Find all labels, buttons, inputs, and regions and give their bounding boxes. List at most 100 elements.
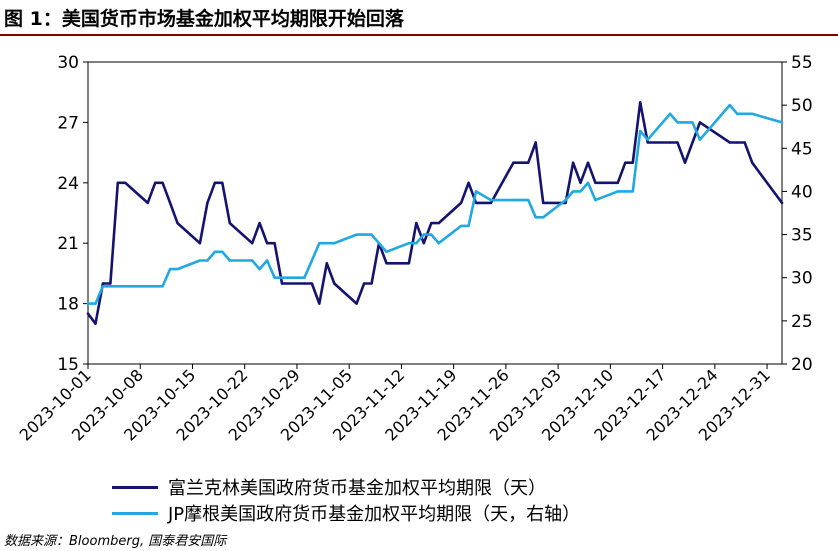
data-point-franklin — [86, 312, 90, 315]
data-point-franklin — [176, 221, 179, 225]
data-point-jpmorgan — [168, 267, 172, 271]
data-point-jpmorgan — [743, 112, 746, 116]
data-point-franklin — [213, 181, 217, 184]
data-point-jpmorgan — [467, 224, 470, 228]
data-point-jpmorgan — [646, 138, 649, 141]
data-point-jpmorgan — [616, 190, 619, 193]
data-point-franklin — [221, 181, 224, 184]
data-point-jpmorgan — [624, 190, 627, 193]
data-point-jpmorgan — [377, 242, 381, 245]
data-point-franklin — [362, 282, 366, 285]
data-point-jpmorgan — [213, 250, 217, 253]
data-point-franklin — [728, 141, 731, 144]
data-point-franklin — [168, 201, 172, 205]
data-point-franklin — [467, 181, 470, 184]
data-point-franklin — [273, 242, 276, 245]
data-point-franklin — [459, 201, 463, 205]
data-point-franklin — [743, 141, 746, 144]
data-point-franklin — [646, 141, 649, 144]
data-point-jpmorgan — [221, 250, 224, 253]
data-point-franklin — [571, 161, 575, 164]
data-point-jpmorgan — [86, 302, 90, 305]
y-right-tick-label: 35 — [791, 226, 813, 246]
data-point-franklin — [407, 262, 411, 265]
data-point-franklin — [154, 181, 157, 184]
data-point-jpmorgan — [691, 121, 694, 124]
data-point-jpmorgan — [146, 285, 149, 288]
data-point-franklin — [639, 101, 642, 104]
data-point-jpmorgan — [542, 216, 545, 219]
data-point-jpmorgan — [333, 242, 336, 245]
data-point-jpmorgan — [698, 138, 702, 141]
y-right-tick-label: 20 — [791, 355, 813, 375]
data-point-jpmorgan — [519, 198, 522, 202]
y-left-tick-label: 27 — [57, 113, 79, 133]
data-point-franklin — [489, 201, 493, 205]
data-point-jpmorgan — [415, 242, 418, 245]
data-point-franklin — [736, 141, 739, 144]
data-point-jpmorgan — [780, 121, 784, 124]
data-source: 数据来源：Bloomberg, 国泰君安国际 — [4, 534, 227, 549]
data-point-franklin — [415, 221, 418, 225]
legend-item-franklin: 富兰克林美国政府货币基金加权平均期限（天） — [112, 474, 580, 500]
data-point-jpmorgan — [407, 242, 411, 245]
plot-frame — [87, 61, 783, 365]
data-point-jpmorgan — [668, 112, 672, 116]
data-point-jpmorgan — [631, 190, 634, 193]
data-point-jpmorgan — [683, 121, 687, 124]
legend-swatch-jpmorgan — [112, 511, 158, 515]
title-underline — [0, 34, 838, 36]
y-left-tick-label: 18 — [57, 295, 79, 315]
data-point-jpmorgan — [280, 276, 284, 279]
y-right-tick-label: 30 — [791, 269, 813, 289]
data-point-jpmorgan — [459, 224, 463, 228]
data-point-franklin — [430, 221, 433, 225]
data-point-jpmorgan — [154, 285, 157, 288]
series-group — [86, 101, 784, 326]
y-right-tick-label: 50 — [791, 96, 813, 116]
data-point-franklin — [780, 201, 784, 205]
data-point-jpmorgan — [355, 233, 358, 236]
data-point-franklin — [751, 161, 754, 164]
data-point-jpmorgan — [303, 276, 306, 279]
data-point-jpmorgan — [94, 302, 97, 305]
data-point-franklin — [527, 161, 530, 164]
data-point-jpmorgan — [571, 190, 575, 193]
data-point-jpmorgan — [639, 129, 642, 133]
data-point-franklin — [124, 181, 127, 184]
data-point-franklin — [206, 201, 209, 205]
legend-swatch-franklin — [112, 485, 158, 489]
legend-label-franklin: 富兰克林美国政府货币基金加权平均期限（天） — [168, 478, 546, 499]
data-point-jpmorgan — [370, 233, 373, 236]
data-point-jpmorgan — [251, 259, 254, 262]
data-point-franklin — [265, 242, 269, 245]
data-point-franklin — [303, 282, 306, 285]
data-point-jpmorgan — [736, 112, 739, 116]
data-point-franklin — [310, 282, 314, 285]
y-left-tick-label: 15 — [57, 355, 79, 375]
data-point-franklin — [564, 201, 567, 205]
data-point-franklin — [101, 282, 105, 285]
data-point-franklin — [519, 161, 522, 164]
data-point-jpmorgan — [564, 198, 567, 202]
y-right-tick-label: 55 — [791, 53, 813, 73]
data-point-franklin — [109, 282, 112, 285]
data-point-franklin — [333, 282, 336, 285]
data-point-jpmorgan — [228, 259, 231, 262]
y-right-tick-label: 45 — [791, 139, 813, 159]
data-point-jpmorgan — [362, 233, 366, 236]
data-point-franklin — [676, 141, 679, 144]
data-point-franklin — [691, 141, 694, 144]
data-point-jpmorgan — [751, 112, 754, 116]
data-point-jpmorgan — [489, 198, 493, 202]
data-point-jpmorgan — [527, 198, 530, 202]
data-point-jpmorgan — [728, 103, 731, 107]
data-point-franklin — [683, 161, 687, 164]
data-point-jpmorgan — [534, 216, 537, 219]
legend-label-jpmorgan: JP摩根美国政府货币基金加权平均期限（天，右轴） — [168, 504, 581, 525]
data-point-franklin — [146, 201, 149, 205]
data-point-jpmorgan — [198, 259, 202, 262]
series-line-jpmorgan — [86, 103, 784, 305]
data-point-franklin — [318, 302, 321, 305]
